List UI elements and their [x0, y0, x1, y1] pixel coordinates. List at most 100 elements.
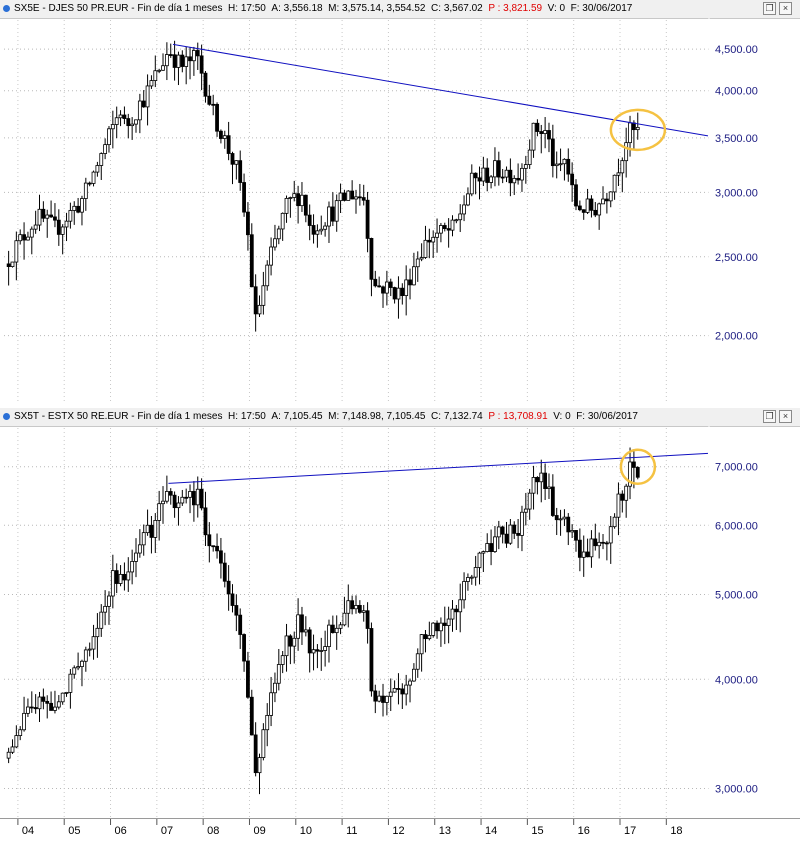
- candle-body: [334, 627, 339, 634]
- close-button[interactable]: ×: [779, 410, 792, 423]
- series-dot-icon: [3, 5, 10, 12]
- candle-body: [581, 551, 586, 558]
- candle-body: [87, 182, 92, 185]
- candle-body: [597, 203, 602, 216]
- candle-body: [415, 258, 420, 268]
- restore-button[interactable]: ❐: [763, 410, 776, 423]
- candle-body: [554, 163, 559, 167]
- candle-body: [130, 561, 135, 573]
- candle-body: [439, 622, 443, 632]
- candle-body: [134, 119, 138, 125]
- candle-body: [311, 225, 316, 235]
- c-value: 7,132.74: [443, 411, 483, 422]
- candle-body: [303, 194, 308, 216]
- candle-body: [570, 173, 575, 186]
- candle-body: [184, 496, 189, 499]
- candle-body: [450, 608, 455, 620]
- candle-body: [22, 712, 26, 731]
- candle-body: [307, 214, 312, 226]
- highlight-circle: [619, 448, 657, 485]
- candle-body: [33, 707, 38, 710]
- candle-body: [292, 193, 297, 198]
- restore-button[interactable]: ❐: [763, 2, 776, 15]
- candle-body: [489, 543, 493, 553]
- candle-body: [589, 538, 594, 558]
- candle-body: [315, 230, 320, 235]
- candle-body: [242, 182, 246, 213]
- candle-body: [145, 85, 150, 108]
- candle-body: [624, 142, 629, 162]
- candle-body: [620, 160, 625, 174]
- close-button[interactable]: ×: [779, 2, 792, 15]
- candle-body: [222, 135, 227, 139]
- candle-body: [365, 199, 370, 239]
- candle-body: [408, 680, 412, 686]
- candle-body: [18, 729, 23, 736]
- x-tick-label: 18: [670, 825, 682, 837]
- candle-body: [161, 65, 165, 71]
- candle-body: [10, 746, 15, 753]
- candle-body: [203, 507, 208, 536]
- v-value: 0: [565, 411, 571, 422]
- candle-body: [327, 624, 331, 647]
- symbol: SX5T: [14, 411, 40, 422]
- candle-body: [80, 198, 84, 213]
- candle-body: [230, 593, 235, 606]
- candle-body: [118, 573, 123, 584]
- candle-body: [523, 508, 528, 513]
- candle-body: [357, 605, 362, 613]
- candle-body: [18, 234, 23, 242]
- candle-body: [126, 118, 131, 127]
- candle-body: [284, 635, 289, 657]
- x-tick-label: 08: [207, 825, 219, 837]
- candle-body: [33, 224, 38, 230]
- candle-body: [473, 567, 478, 578]
- candle-body: [37, 696, 42, 710]
- candle-body: [215, 545, 219, 552]
- candle-body: [234, 605, 239, 616]
- candle-body: [520, 167, 524, 181]
- candle-body: [319, 228, 324, 232]
- candle-body: [423, 239, 428, 258]
- candle-body: [141, 532, 146, 546]
- candle-body: [469, 576, 474, 579]
- candle-body: [300, 194, 304, 207]
- candle-body: [153, 520, 158, 538]
- candle-body: [585, 551, 590, 558]
- x-tick-label: 15: [531, 825, 543, 837]
- candle-body: [415, 653, 420, 670]
- candle-body: [315, 649, 320, 652]
- candle-body: [238, 160, 243, 183]
- candle-body: [350, 600, 355, 610]
- candle-body: [601, 198, 605, 205]
- candle-body: [330, 624, 335, 634]
- candle-body: [527, 149, 532, 165]
- candle-body: [593, 538, 598, 547]
- candle-body: [338, 192, 343, 202]
- candle-body: [593, 209, 598, 216]
- candle-body: [215, 103, 219, 132]
- candle-body: [137, 544, 142, 554]
- time-axis: 04 05 06 07 08 09 10 11 12 13 14 15 16 17 18: [0, 818, 800, 839]
- candle-body: [126, 571, 131, 581]
- m2-value: 3,554.52: [386, 3, 426, 14]
- x-tick-label: 05: [68, 825, 80, 837]
- m-value: 7,148.98: [342, 411, 381, 422]
- candle-body: [427, 635, 432, 640]
- candle-body: [72, 205, 77, 211]
- candle-body: [176, 502, 181, 509]
- x-tick-label: 17: [624, 825, 636, 837]
- candle-body: [219, 550, 223, 564]
- trendline[interactable]: [172, 43, 709, 137]
- candle-body: [137, 100, 142, 121]
- candle-body: [350, 190, 355, 200]
- candle-body: [566, 516, 571, 533]
- candle-body: [473, 172, 478, 179]
- candle-body: [550, 486, 555, 516]
- candle-body: [496, 160, 501, 178]
- trendline[interactable]: [168, 452, 709, 484]
- candle-body: [628, 461, 632, 487]
- separator: -: [42, 3, 46, 14]
- panel-header: SX5T - ESTX 50 RE.EUR - Fin de día 1 mes…: [0, 408, 800, 427]
- candle-body: [234, 160, 239, 165]
